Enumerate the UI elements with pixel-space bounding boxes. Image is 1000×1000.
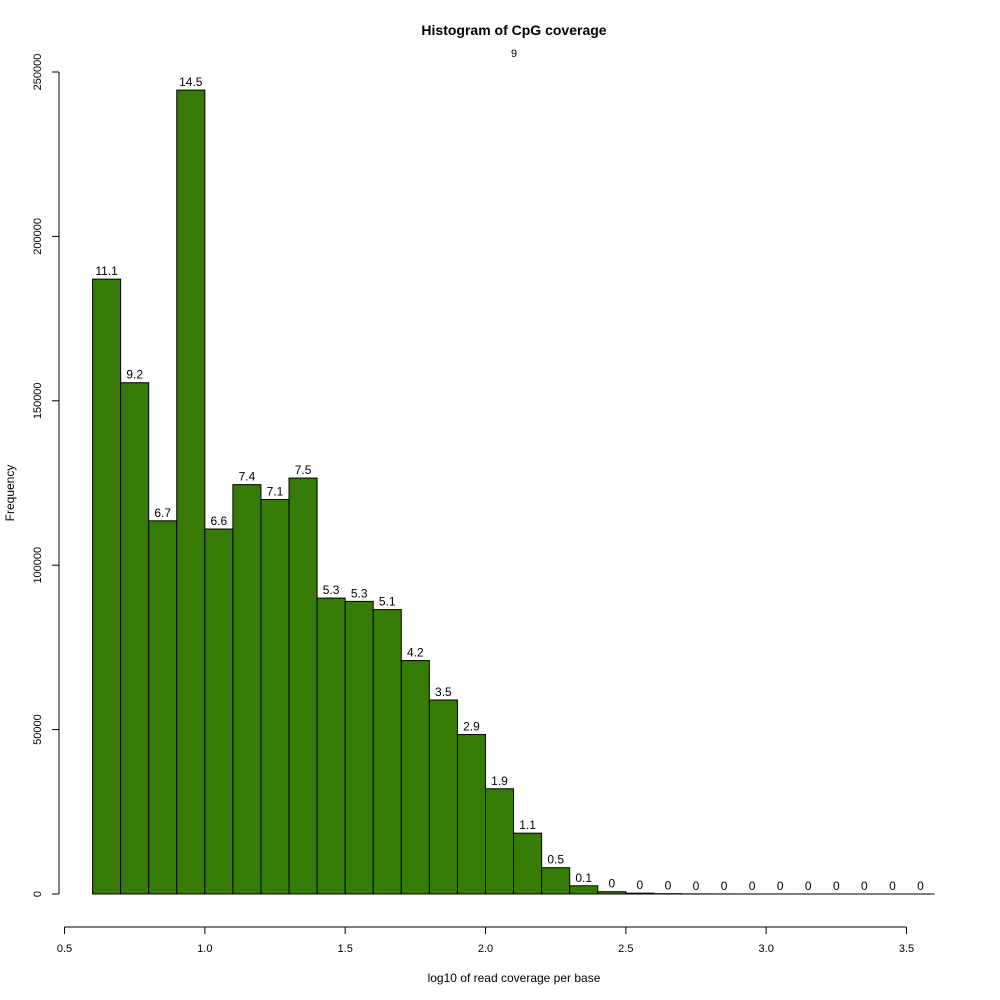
bar-value-label: 4.2 xyxy=(407,646,424,660)
x-tick-label: 3.0 xyxy=(759,943,774,955)
bar-value-label: 0.5 xyxy=(547,853,564,867)
histogram-bar xyxy=(148,520,178,895)
bar-value-label: 6.7 xyxy=(154,506,171,520)
x-tick-label: 2.5 xyxy=(618,943,633,955)
y-tick-label: 150000 xyxy=(32,382,44,419)
y-axis: 0 50000 100000 150000 200000 250000 xyxy=(32,54,60,897)
bar-value-label: 0 xyxy=(833,879,840,893)
y-tick-label: 250000 xyxy=(32,54,44,91)
histogram-bar xyxy=(232,484,262,895)
bar-labels-group: 11.1 9.2 6.7 14.5 6.6 7.4 7.1 7.5 5.3 5.3 5.1 4.2 3.… xyxy=(95,75,924,893)
x-axis-label: log10 of read coverage per base xyxy=(428,971,601,985)
x-axis: 0.5 1.0 1.5 2.0 2.5 3.0 3.5 xyxy=(57,926,914,955)
bar-value-label: 9.2 xyxy=(126,368,143,382)
bar-value-label: 0 xyxy=(805,879,812,893)
histogram-bar xyxy=(316,597,346,895)
histogram-bar xyxy=(372,609,402,895)
bar-value-label: 0.1 xyxy=(575,871,592,885)
bar-value-label: 11.1 xyxy=(95,264,118,278)
bar-value-label: 7.1 xyxy=(267,484,284,498)
histogram-bar xyxy=(344,600,374,895)
histogram-bar xyxy=(513,832,543,895)
bar-value-label: 0 xyxy=(721,879,728,893)
y-tick-label: 100000 xyxy=(32,547,44,584)
bar-value-label: 3.5 xyxy=(435,685,452,699)
histogram-bar xyxy=(92,278,122,895)
bar-value-label: 0 xyxy=(917,879,924,893)
bar-value-label: 0 xyxy=(861,879,868,893)
bar-value-label: 0 xyxy=(749,879,756,893)
histogram-bar xyxy=(456,734,486,895)
bar-value-label: 0 xyxy=(608,877,615,891)
x-tick-label: 3.5 xyxy=(899,943,914,955)
bar-value-label: 0 xyxy=(889,879,896,893)
x-tick-label: 2.0 xyxy=(478,943,493,955)
bar-value-label: 1.1 xyxy=(519,818,536,832)
x-tick-label: 1.0 xyxy=(197,943,212,955)
bar-value-label: 5.3 xyxy=(323,583,340,597)
histogram-bar xyxy=(541,867,571,895)
y-tick-label: 0 xyxy=(32,891,44,897)
x-tick-label: 0.5 xyxy=(57,943,72,955)
histogram-bar xyxy=(260,498,290,895)
x-tick-label: 1.5 xyxy=(338,943,353,955)
y-tick-label: 200000 xyxy=(32,218,44,255)
y-axis-label: Frequency xyxy=(3,465,17,522)
bar-value-label: 5.3 xyxy=(351,586,368,600)
bar-value-label: 0 xyxy=(693,879,700,893)
bar-value-label: 2.9 xyxy=(463,720,480,734)
bar-value-label: 0 xyxy=(637,878,644,892)
bar-value-label: 14.5 xyxy=(179,75,203,89)
bar-value-label: 6.6 xyxy=(211,514,228,528)
bar-value-label: 0 xyxy=(777,879,784,893)
histogram-bar xyxy=(176,89,206,895)
histogram-bar xyxy=(120,382,150,895)
bar-value-label: 0 xyxy=(665,879,672,893)
bars-group xyxy=(92,89,935,895)
bar-value-label: 5.1 xyxy=(379,595,396,609)
bar-value-label: 7.5 xyxy=(295,463,312,477)
chart-subtitle: 9 xyxy=(511,48,517,60)
bar-value-label: 1.9 xyxy=(491,774,508,788)
histogram-bar xyxy=(400,660,430,895)
histogram-bar xyxy=(485,788,515,895)
chart-title: Histogram of CpG coverage xyxy=(421,22,606,38)
histogram-bar xyxy=(288,477,318,895)
histogram-bar xyxy=(204,528,234,895)
y-tick-label: 50000 xyxy=(32,714,44,745)
histogram-bar xyxy=(569,885,599,895)
bar-value-label: 7.4 xyxy=(239,470,256,484)
histogram-bar xyxy=(428,699,458,895)
